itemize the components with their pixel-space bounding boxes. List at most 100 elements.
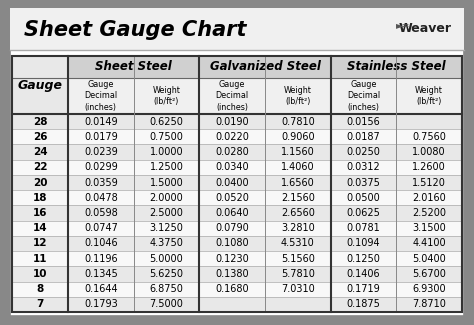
Text: 0.0478: 0.0478: [84, 193, 118, 203]
Text: 4.3750: 4.3750: [150, 239, 183, 248]
Text: 2.6560: 2.6560: [281, 208, 315, 218]
Text: 0.1875: 0.1875: [346, 299, 381, 309]
Text: 0.1046: 0.1046: [84, 239, 118, 248]
Bar: [12, 56, 462, 312]
Text: 1.0080: 1.0080: [412, 147, 446, 157]
Text: 0.1230: 0.1230: [215, 254, 249, 264]
Text: 0.1094: 0.1094: [346, 239, 380, 248]
Text: 0.0190: 0.0190: [215, 117, 249, 127]
Text: 0.0747: 0.0747: [84, 223, 118, 233]
Text: 1.1560: 1.1560: [281, 147, 315, 157]
Text: 8: 8: [36, 284, 44, 294]
Text: 0.1345: 0.1345: [84, 269, 118, 279]
Text: 0.0359: 0.0359: [84, 177, 118, 188]
Text: 0.0598: 0.0598: [84, 208, 118, 218]
Text: 0.6250: 0.6250: [150, 117, 183, 127]
Text: 1.2500: 1.2500: [150, 162, 183, 172]
Text: 0.1793: 0.1793: [84, 299, 118, 309]
Bar: [12, 251, 462, 266]
Bar: [12, 175, 462, 190]
Text: 2.5000: 2.5000: [150, 208, 183, 218]
Text: 0.0280: 0.0280: [215, 147, 249, 157]
Text: 7.0310: 7.0310: [281, 284, 315, 294]
Bar: [12, 205, 462, 221]
Text: 3.1250: 3.1250: [150, 223, 183, 233]
Bar: [12, 129, 462, 144]
Text: 7.5000: 7.5000: [150, 299, 183, 309]
Text: 2.5200: 2.5200: [412, 208, 446, 218]
Text: 0.0340: 0.0340: [215, 162, 249, 172]
Text: 5.6700: 5.6700: [412, 269, 446, 279]
Text: 0.0149: 0.0149: [84, 117, 118, 127]
Text: 0.1196: 0.1196: [84, 254, 118, 264]
Text: Galvanized Steel: Galvanized Steel: [210, 60, 320, 73]
Text: 11: 11: [33, 254, 47, 264]
Bar: [12, 56, 68, 114]
Bar: [200, 56, 331, 78]
Bar: [12, 144, 462, 160]
Text: 18: 18: [33, 193, 47, 203]
Text: 14: 14: [33, 223, 47, 233]
Text: 0.0239: 0.0239: [84, 147, 118, 157]
Text: 5.1560: 5.1560: [281, 254, 315, 264]
Text: 0.0640: 0.0640: [215, 208, 249, 218]
Text: 1.5120: 1.5120: [412, 177, 446, 188]
Text: 5.0000: 5.0000: [150, 254, 183, 264]
Text: ►═: ►═: [396, 20, 410, 30]
Text: 5.6250: 5.6250: [149, 269, 183, 279]
Bar: [12, 190, 462, 205]
Bar: [331, 56, 462, 78]
Text: Sheet Steel: Sheet Steel: [95, 60, 172, 73]
Text: 0.0312: 0.0312: [346, 162, 380, 172]
Bar: [10, 8, 464, 50]
Text: 26: 26: [33, 132, 47, 142]
Bar: [12, 221, 462, 236]
Text: 0.7560: 0.7560: [412, 132, 446, 142]
Text: 0.7810: 0.7810: [281, 117, 315, 127]
Text: 0.1719: 0.1719: [346, 284, 380, 294]
Text: Gauge
Decimal
(inches): Gauge Decimal (inches): [347, 80, 380, 111]
Text: 4.5310: 4.5310: [281, 239, 315, 248]
Text: 0.0400: 0.0400: [215, 177, 249, 188]
Text: Gauge: Gauge: [18, 79, 63, 92]
Text: Gauge
Decimal
(inches): Gauge Decimal (inches): [84, 80, 118, 111]
Text: 0.0299: 0.0299: [84, 162, 118, 172]
Text: Weight
(lb/ft²): Weight (lb/ft²): [284, 86, 312, 106]
Text: Weight
(lb/ft²): Weight (lb/ft²): [153, 86, 181, 106]
Bar: [68, 56, 200, 78]
Text: 0.0156: 0.0156: [346, 117, 380, 127]
Text: Weaver: Weaver: [399, 21, 452, 34]
Text: 1.6560: 1.6560: [281, 177, 315, 188]
Text: 4.4100: 4.4100: [412, 239, 446, 248]
Text: 12: 12: [33, 239, 47, 248]
Text: 0.0179: 0.0179: [84, 132, 118, 142]
Text: 0.0375: 0.0375: [346, 177, 381, 188]
Text: 0.1644: 0.1644: [84, 284, 118, 294]
Text: 2.1560: 2.1560: [281, 193, 315, 203]
Text: Gauge
Decimal
(inches): Gauge Decimal (inches): [216, 80, 249, 111]
Text: 1.0000: 1.0000: [150, 147, 183, 157]
Bar: [200, 78, 331, 114]
Bar: [331, 78, 462, 114]
Text: 1.4060: 1.4060: [281, 162, 315, 172]
Bar: [12, 236, 462, 251]
Bar: [12, 266, 462, 281]
Text: 0.1406: 0.1406: [346, 269, 380, 279]
Text: 0.1250: 0.1250: [346, 254, 381, 264]
Text: Weight
(lb/ft²): Weight (lb/ft²): [415, 86, 443, 106]
Text: 20: 20: [33, 177, 47, 188]
Text: 3.1500: 3.1500: [412, 223, 446, 233]
Text: 28: 28: [33, 117, 47, 127]
Text: Stainless Steel: Stainless Steel: [347, 60, 446, 73]
Text: 0.1380: 0.1380: [215, 269, 249, 279]
Text: 0.0625: 0.0625: [346, 208, 381, 218]
Text: Sheet Gauge Chart: Sheet Gauge Chart: [24, 20, 246, 40]
Bar: [68, 78, 200, 114]
Text: 5.0400: 5.0400: [412, 254, 446, 264]
Bar: [12, 114, 462, 129]
Text: 6.9300: 6.9300: [412, 284, 446, 294]
Text: 1.2600: 1.2600: [412, 162, 446, 172]
Bar: [12, 281, 462, 297]
Text: 10: 10: [33, 269, 47, 279]
Bar: [12, 297, 462, 312]
